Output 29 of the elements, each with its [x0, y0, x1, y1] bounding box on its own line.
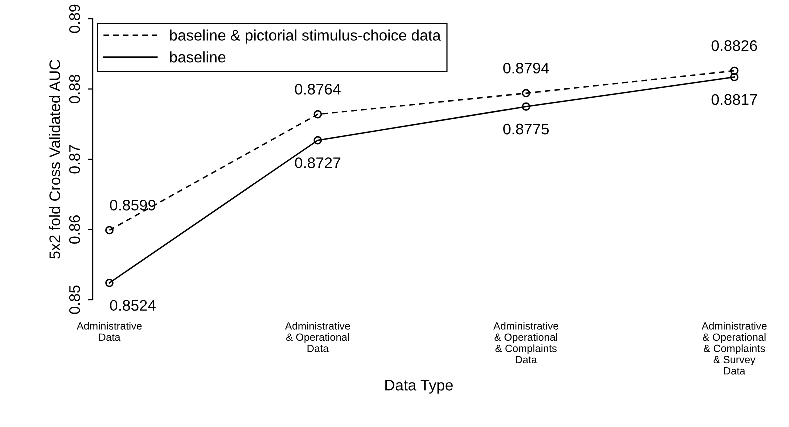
x-tick-label: Administrative Data: [76, 322, 142, 342]
point: [105, 278, 114, 288]
legend-label: baseline & pictorial stimulus-choice data: [170, 30, 442, 44]
data-label: 0.8794: [504, 62, 550, 74]
data-label: 0.8764: [295, 84, 341, 95]
point: [522, 89, 530, 98]
data-label: 0.8524: [110, 300, 156, 312]
point: [105, 226, 114, 235]
x-tick-label: Administrative & Operational & Complaints & Survey Data: [702, 322, 767, 375]
y-tick-label: 0.87: [69, 145, 80, 174]
data-label: 0.8826: [712, 40, 758, 52]
legend-label: baseline: [170, 52, 226, 63]
point: [314, 136, 322, 145]
point: [522, 102, 530, 111]
x-axis-title: Data Type: [386, 380, 454, 394]
y-axis-title: 5x2 fold Cross Validated AUC: [49, 60, 60, 259]
y-tick-label: 0.88: [69, 75, 80, 104]
y-tick-label: 0.89: [69, 4, 80, 34]
point: [730, 73, 739, 82]
data-label: 0.8775: [504, 124, 550, 135]
data-label: 0.8599: [110, 200, 156, 211]
x-tick-label: Administrative & Operational Data: [285, 322, 350, 352]
y-tick-label: 0.86: [69, 216, 80, 244]
y-tick-label: 0.85: [69, 286, 80, 314]
point: [314, 110, 322, 119]
data-label: 0.8727: [295, 158, 341, 168]
x-tick-label: Administrative & Operational & Complaints Data: [494, 322, 559, 364]
data-label: 0.8817: [712, 94, 758, 106]
point: [730, 66, 739, 76]
